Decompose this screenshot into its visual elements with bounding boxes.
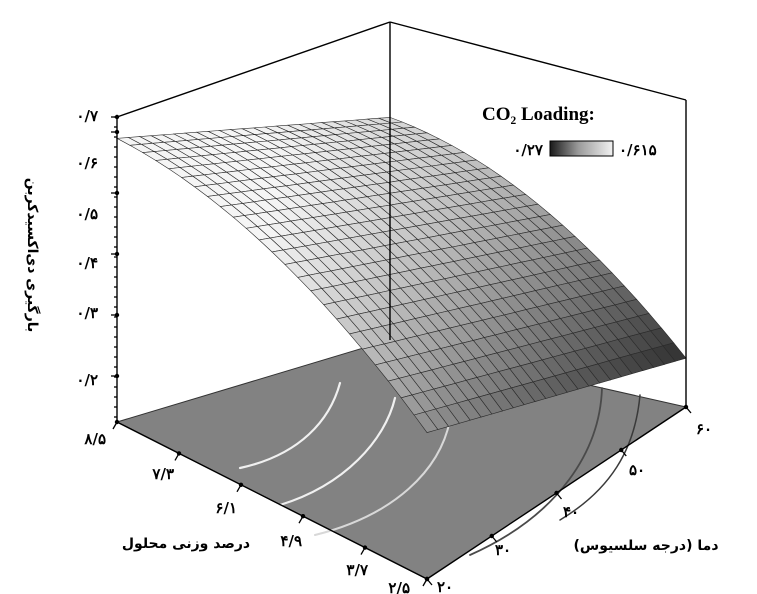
x-tick-label: ۲/۵ bbox=[388, 579, 410, 594]
x-tick-dot bbox=[114, 419, 120, 425]
legend-max-label: ۰/۶۱۵ bbox=[619, 141, 657, 159]
top-back-left bbox=[116, 21, 391, 118]
y-tick-label: ۲۰ bbox=[437, 578, 453, 594]
floor-contours bbox=[238, 381, 641, 556]
contour-line-3 bbox=[314, 419, 451, 536]
x-tick-dot bbox=[176, 451, 182, 456]
contour-line-5 bbox=[559, 394, 641, 521]
x-tick-label: ۳/۷ bbox=[346, 561, 369, 579]
x-tick-dot bbox=[238, 482, 244, 487]
y-tick-dot bbox=[489, 533, 494, 539]
z-tick-label: ۰/۴ bbox=[76, 254, 98, 272]
y-tick-label: ۶۰ bbox=[696, 420, 712, 438]
x-tick-dot bbox=[362, 545, 368, 550]
surface-cell bbox=[413, 411, 439, 433]
legend-title: CO₂ Loading: bbox=[482, 104, 595, 125]
tick-marks bbox=[111, 114, 692, 587]
top-back-right bbox=[389, 21, 687, 101]
contour-line-4 bbox=[469, 387, 603, 556]
contour-line-1 bbox=[238, 381, 342, 470]
y-tick-labels: ۲۰ ۳۰ ۴۰ ۵۰ ۶۰ bbox=[437, 420, 712, 594]
legend-color-bar bbox=[549, 140, 614, 157]
x-axis-title: درصد وزنی محلول bbox=[122, 536, 250, 552]
y-tick-dot bbox=[554, 490, 559, 496]
z-tick-label: ۰/۶ bbox=[76, 154, 98, 172]
x-tick-label: ۷/۳ bbox=[151, 465, 174, 483]
z-tick-label: ۰/۵ bbox=[76, 205, 98, 223]
legend-min-label: ۰/۲۷ bbox=[513, 141, 544, 159]
contour-line-2 bbox=[278, 396, 397, 507]
z-tick-dot bbox=[114, 251, 120, 257]
z-tick-dot bbox=[114, 190, 120, 196]
z-tick-label: ۰/۳ bbox=[76, 304, 98, 322]
x-tick-dot bbox=[300, 514, 306, 519]
z-axis-title: بارگیری دی‌اکسیدکربن bbox=[24, 178, 41, 333]
z-tick-labels: ۰/۲ ۰/۳ ۰/۴ ۰/۵ ۰/۶ ۰/۷ bbox=[76, 107, 99, 389]
plot-box bbox=[116, 21, 687, 580]
x-axis-line bbox=[116, 421, 428, 580]
color-legend: CO₂ Loading: ۰/۲۷ ۰/۶۱۵ bbox=[482, 104, 657, 159]
z-tick-dot bbox=[114, 312, 120, 318]
z-tick-label: ۰/۷ bbox=[76, 107, 99, 125]
z-tick-dot bbox=[114, 129, 120, 135]
x-tick-label: ۸/۵ bbox=[83, 430, 106, 448]
x-tick-labels: ۸/۵ ۷/۳ ۶/۱ ۴/۹ ۳/۷ ۲/۵ bbox=[83, 430, 410, 594]
z-tick-label: ۰/۲ bbox=[76, 371, 98, 389]
y-tick-dot bbox=[424, 576, 430, 582]
y-tick-label: ۴۰ bbox=[563, 503, 579, 521]
response-surface bbox=[115, 117, 687, 433]
y-tick-dot bbox=[619, 447, 624, 453]
y-tick-label: ۵۰ bbox=[629, 461, 645, 479]
y-tick-label: ۳۰ bbox=[495, 541, 511, 559]
x-tick-label: ۶/۱ bbox=[215, 499, 237, 517]
x-tick-label: ۴/۹ bbox=[280, 532, 302, 550]
y-axis-title: دما (درجه سلسیوس) bbox=[573, 538, 718, 554]
y-tick-dot bbox=[683, 404, 689, 410]
